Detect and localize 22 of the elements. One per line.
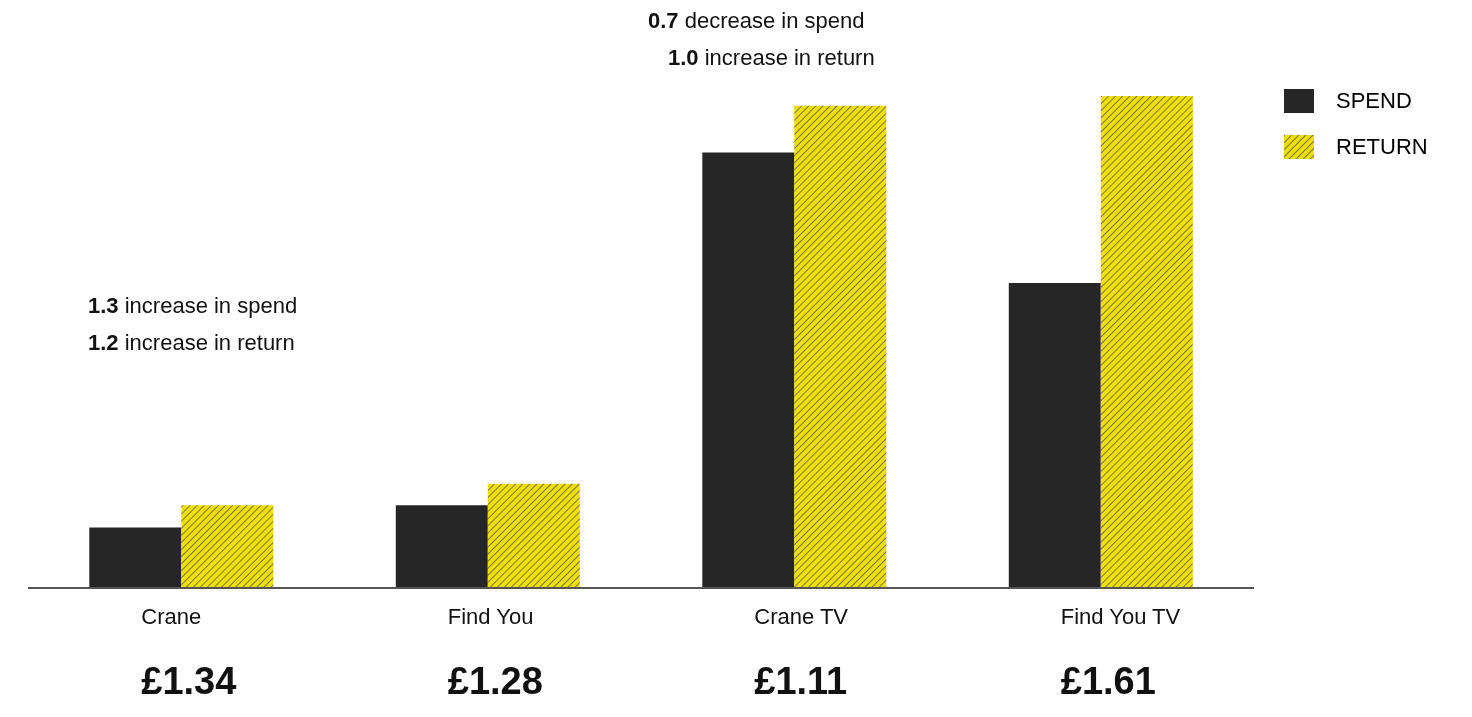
x-tick-label: Find You TV xyxy=(1060,604,1181,629)
text: 1.0 increase in return xyxy=(668,45,875,71)
annotation: 1.2 increase in return xyxy=(88,330,295,356)
text: £1.34 xyxy=(141,660,237,702)
text: £1.28 xyxy=(447,660,543,702)
x-tick-label: Crane TV xyxy=(754,604,849,629)
bar xyxy=(395,505,488,588)
text: £1.61 xyxy=(1060,660,1156,702)
annotation: 1.3 increase in spend xyxy=(88,293,298,319)
legend-label: SPEND xyxy=(1336,88,1412,114)
legend-label: RETURN xyxy=(1336,134,1428,160)
bar xyxy=(1008,282,1101,588)
bar xyxy=(794,105,887,588)
x-tick-label: Find You xyxy=(447,604,534,629)
bar xyxy=(1100,96,1193,588)
text: £1.11 xyxy=(754,660,848,702)
x-tick-label: Crane xyxy=(141,604,202,629)
bar xyxy=(89,527,182,588)
bar xyxy=(702,152,795,588)
bar xyxy=(181,505,274,588)
text: 0.7 decrease in spend xyxy=(648,8,865,34)
bar xyxy=(487,483,580,588)
